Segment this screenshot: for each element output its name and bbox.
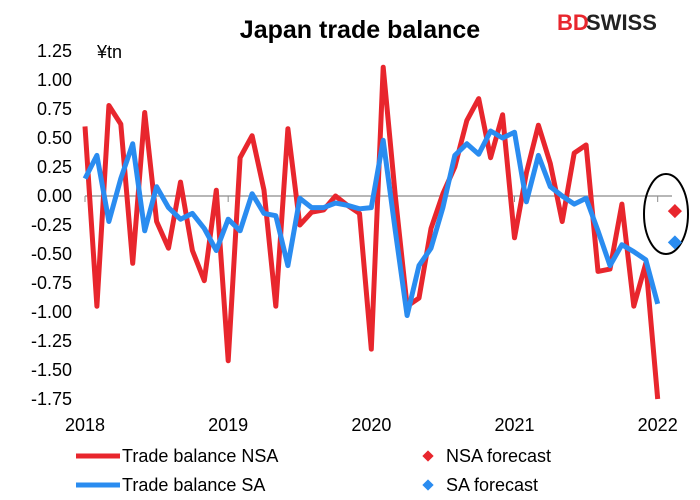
y-tick-label: -0.25 xyxy=(31,215,72,235)
legend-label-sa: Trade balance SA xyxy=(122,475,265,495)
y-tick-label: 0.00 xyxy=(37,186,72,206)
y-tick-label: -1.25 xyxy=(31,331,72,351)
y-tick-label: -0.50 xyxy=(31,244,72,264)
forecast-point-nsa xyxy=(667,204,682,219)
brand-logo: BD SWISS xyxy=(557,10,657,35)
y-tick-label: -1.75 xyxy=(31,389,72,409)
legend-item-sa-forecast: SA forecast xyxy=(422,475,538,495)
y-tick-label: 1.00 xyxy=(37,70,72,90)
forecast-point-sa xyxy=(667,235,682,250)
legend-item-sa: Trade balance SA xyxy=(76,475,265,495)
y-tick-label: 0.75 xyxy=(37,99,72,119)
legend-item-nsa-forecast: NSA forecast xyxy=(422,446,551,466)
y-tick-label: 0.50 xyxy=(37,128,72,148)
y-tick-label: 1.25 xyxy=(37,41,72,61)
y-axis-ticks: 1.25 1.00 0.75 0.50 0.25 0.00 -0.25 -0.50 -0.75 -… xyxy=(31,41,72,409)
legend-marker-nsa-forecast xyxy=(422,450,434,462)
series-line-nsa xyxy=(82,64,661,400)
legend-marker-sa-forecast xyxy=(422,479,434,491)
x-tick-label: 2018 xyxy=(65,415,105,435)
legend-label-nsa-forecast: NSA forecast xyxy=(446,446,551,466)
x-tick-label: 2020 xyxy=(351,415,391,435)
y-tick-label: -1.00 xyxy=(31,302,72,322)
brand-logo-swiss: SWISS xyxy=(586,10,657,35)
series-layer xyxy=(82,64,661,400)
y-axis-unit-label: ¥tn xyxy=(96,42,122,62)
x-tick-label: 2021 xyxy=(494,415,534,435)
y-tick-label: 0.25 xyxy=(37,157,72,177)
forecast-highlight-ellipse xyxy=(643,173,689,255)
y-tick-label: -1.50 xyxy=(31,360,72,380)
chart-title: Japan trade balance xyxy=(240,16,480,44)
legend-item-nsa: Trade balance NSA xyxy=(76,446,278,466)
x-tick-label: 2022 xyxy=(638,415,678,435)
x-axis-ticks: 2018 2019 2020 2021 2022 xyxy=(65,196,678,435)
series-line-sa xyxy=(82,128,661,318)
y-tick-label: -0.75 xyxy=(31,273,72,293)
legend-label-sa-forecast: SA forecast xyxy=(446,475,538,495)
forecast-layer xyxy=(667,204,682,250)
brand-logo-bd: BD xyxy=(557,10,589,35)
legend: Trade balance NSA Trade balance SA NSA f… xyxy=(76,446,551,495)
legend-label-nsa: Trade balance NSA xyxy=(122,446,278,466)
x-tick-label: 2019 xyxy=(208,415,248,435)
